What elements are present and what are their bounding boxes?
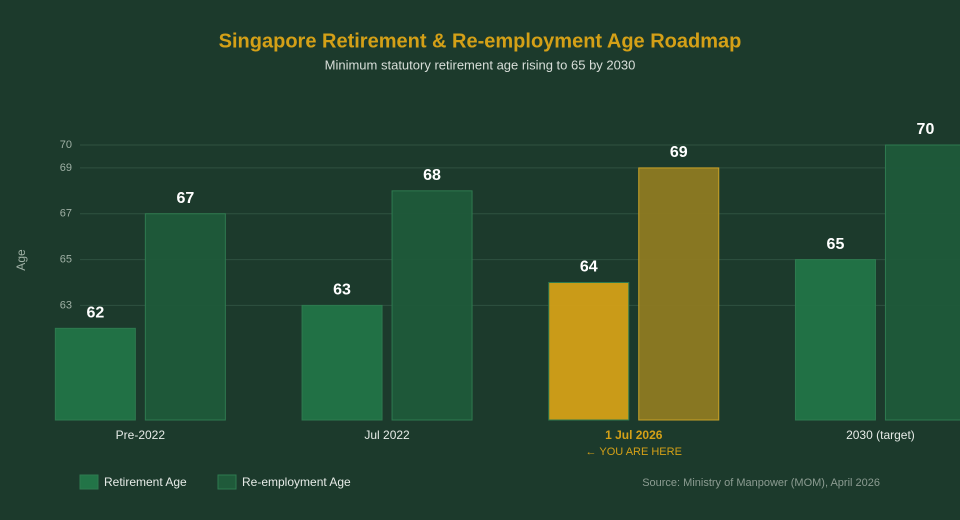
chart-subtitle: Minimum statutory retirement age rising … xyxy=(325,57,636,72)
value-label: 67 xyxy=(176,190,194,207)
y-tick-label: 67 xyxy=(60,208,72,220)
value-label: 68 xyxy=(423,167,441,184)
x-tick-label: 2030 (target) xyxy=(846,428,915,442)
value-label: 69 xyxy=(670,144,688,161)
bar xyxy=(794,259,876,421)
y-tick-label: 69 xyxy=(60,162,72,174)
y-tick-label: 65 xyxy=(60,253,72,265)
x-tick-label: Jul 2022 xyxy=(364,428,410,442)
y-tick-label: 70 xyxy=(60,139,72,151)
y-axis-label: Age xyxy=(14,249,28,271)
bar xyxy=(54,327,136,421)
bar xyxy=(548,282,630,421)
x-tick-label: Pre-2022 xyxy=(116,428,166,442)
value-label: 70 xyxy=(917,121,935,138)
value-label: 65 xyxy=(827,236,845,253)
source-note: Source: Ministry of Manpower (MOM), Apri… xyxy=(642,477,880,489)
legend-swatch xyxy=(79,474,99,490)
bar xyxy=(144,213,226,421)
value-label: 62 xyxy=(86,305,104,322)
legend-label: Re-employment Age xyxy=(242,475,351,489)
value-label: 63 xyxy=(333,282,351,299)
y-tick-label: 63 xyxy=(60,299,72,311)
chart-title: Singapore Retirement & Re-employment Age… xyxy=(219,30,742,52)
bar xyxy=(301,304,383,421)
x-tick-label: 1 Jul 2026 xyxy=(605,428,663,442)
bar xyxy=(391,190,473,421)
legend-label: Retirement Age xyxy=(104,475,187,489)
highlight-note: ← YOU ARE HERE xyxy=(586,446,682,458)
legend-swatch xyxy=(217,474,237,490)
bar xyxy=(638,167,720,421)
bar xyxy=(884,144,960,421)
value-label: 64 xyxy=(580,259,598,276)
